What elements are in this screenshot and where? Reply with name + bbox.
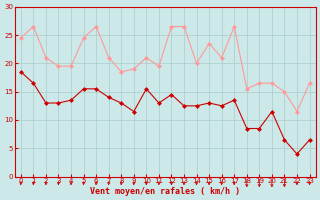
X-axis label: Vent moyen/en rafales ( km/h ): Vent moyen/en rafales ( km/h ): [90, 187, 240, 196]
